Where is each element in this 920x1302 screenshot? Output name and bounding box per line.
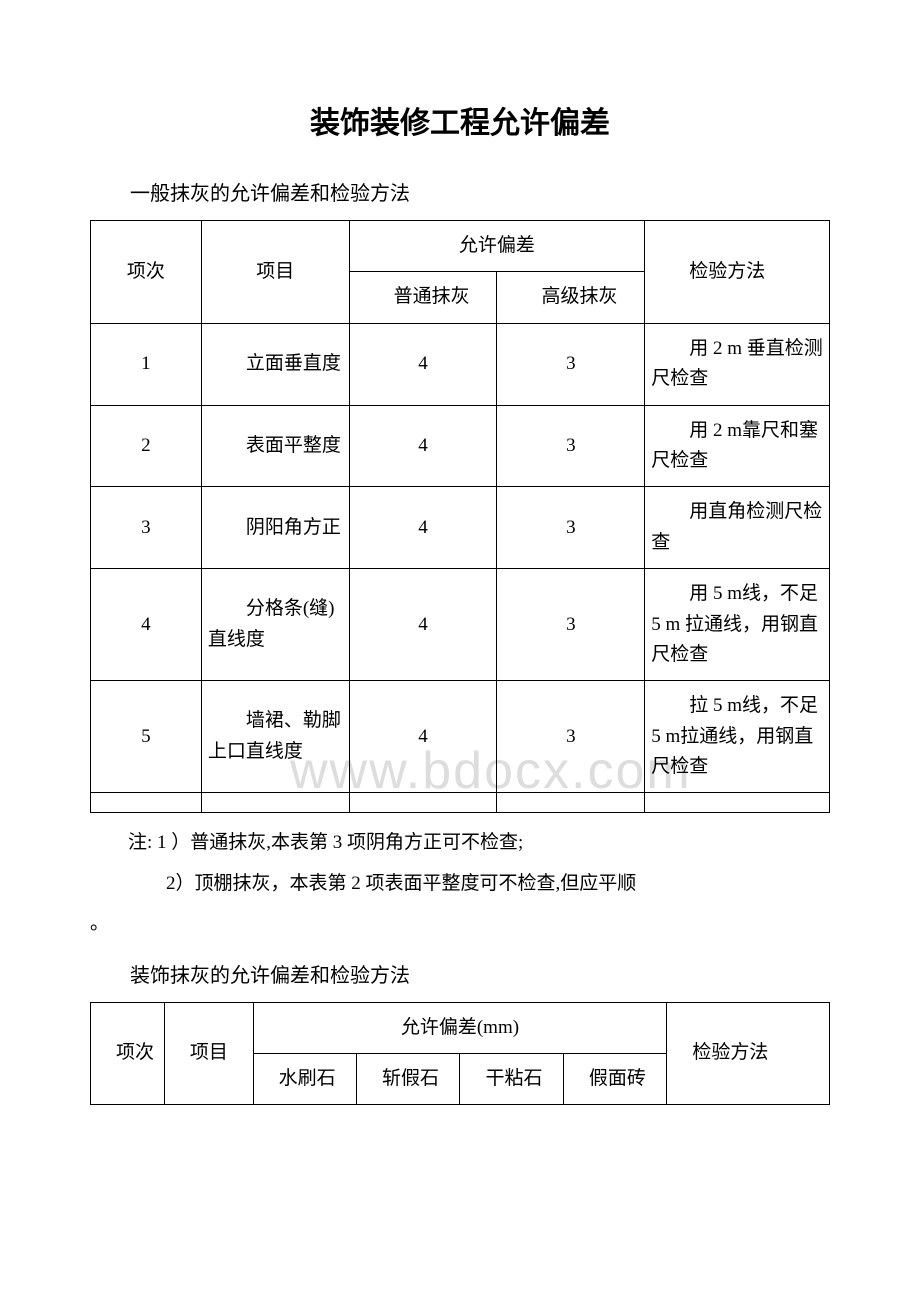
- cell-item: 墙裙、勒脚上口直线度: [201, 681, 349, 793]
- page-title: 装饰装修工程允许偏差: [90, 100, 830, 148]
- cell-v1: 4: [349, 487, 497, 569]
- cell-v1: 4: [349, 405, 497, 487]
- header-col5: 检验方法: [645, 221, 830, 324]
- section1-subtitle: 一般抹灰的允许偏差和检验方法: [90, 178, 830, 210]
- cell-item: 分格条(缝)直线度: [201, 569, 349, 681]
- header-col2: 项目: [164, 1002, 253, 1105]
- cell-item: 表面平整度: [201, 405, 349, 487]
- cell-method: 用 2 m 垂直检测尺检查: [645, 323, 830, 405]
- cell-method: 用 2 m靠尺和塞尺检查: [645, 405, 830, 487]
- cell-v2: 3: [497, 487, 645, 569]
- cell-n: 3: [91, 487, 202, 569]
- cell-v1: 4: [349, 569, 497, 681]
- subheader-4: 假面砖: [563, 1054, 666, 1105]
- cell-n: 1: [91, 323, 202, 405]
- table-1: 项次 项目 允许偏差 检验方法 普通抹灰 高级抹灰 1 立面垂直度 4 3 用 …: [90, 220, 830, 813]
- header-col1: 项次: [91, 1002, 165, 1105]
- cell-n: 5: [91, 681, 202, 793]
- subheader-1: 水刷石: [253, 1054, 356, 1105]
- table-empty-row: [91, 793, 830, 813]
- note-2: 2）顶棚抹灰，本表第 2 项表面平整度可不检查,但应平顺: [90, 869, 830, 899]
- table-row: 2 表面平整度 4 3 用 2 m靠尺和塞尺检查: [91, 405, 830, 487]
- cell-v2: 3: [497, 681, 645, 793]
- cell-n: 4: [91, 569, 202, 681]
- table-row: 4 分格条(缝)直线度 4 3 用 5 m线，不足 5 m 拉通线，用钢直尺检查: [91, 569, 830, 681]
- table-header-row: 项次 项目 允许偏差(mm) 检验方法: [91, 1002, 830, 1053]
- cell-method: 用直角检测尺检查: [645, 487, 830, 569]
- cell-v2: 3: [497, 323, 645, 405]
- table-row: 3 阴阳角方正 4 3 用直角检测尺检查: [91, 487, 830, 569]
- cell-method: 用 5 m线，不足 5 m 拉通线，用钢直尺检查: [645, 569, 830, 681]
- table-2: 项次 项目 允许偏差(mm) 检验方法 水刷石 斩假石 干粘石 假面砖: [90, 1002, 830, 1106]
- cell-n: 2: [91, 405, 202, 487]
- header-col2: 项目: [201, 221, 349, 324]
- subheader-1: 普通抹灰: [349, 272, 497, 323]
- note-1: 注: 1 ）普通抹灰,本表第 3 项阴角方正可不检查;: [90, 828, 830, 858]
- cell-v1: 4: [349, 323, 497, 405]
- table-header-row: 项次 项目 允许偏差 检验方法: [91, 221, 830, 272]
- cell-v2: 3: [497, 569, 645, 681]
- header-col7: 检验方法: [667, 1002, 830, 1105]
- cell-v2: 3: [497, 405, 645, 487]
- cell-method: 拉 5 m线，不足 5 m拉通线，用钢直尺检查: [645, 681, 830, 793]
- note-3: 。: [90, 909, 830, 939]
- section2-subtitle: 装饰抹灰的允许偏差和检验方法: [90, 960, 830, 992]
- table-row: 1 立面垂直度 4 3 用 2 m 垂直检测尺检查: [91, 323, 830, 405]
- cell-item: 阴阳角方正: [201, 487, 349, 569]
- subheader-3: 干粘石: [460, 1054, 563, 1105]
- header-tolerance: 允许偏差(mm): [253, 1002, 667, 1053]
- cell-item: 立面垂直度: [201, 323, 349, 405]
- cell-v1: 4: [349, 681, 497, 793]
- header-col1: 项次: [91, 221, 202, 324]
- subheader-2: 高级抹灰: [497, 272, 645, 323]
- subheader-2: 斩假石: [357, 1054, 460, 1105]
- table-row: 5 墙裙、勒脚上口直线度 4 3 拉 5 m线，不足 5 m拉通线，用钢直尺检查: [91, 681, 830, 793]
- header-tolerance: 允许偏差: [349, 221, 645, 272]
